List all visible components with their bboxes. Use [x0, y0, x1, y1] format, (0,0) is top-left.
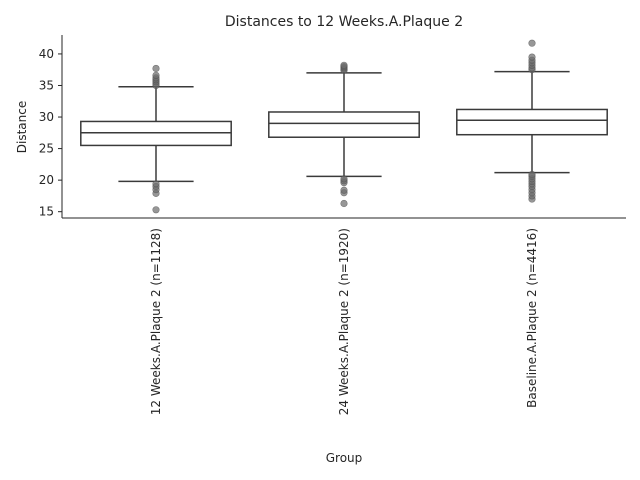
x-axis-label: Group — [326, 451, 363, 465]
iqr-box — [456, 108, 608, 136]
plot-area — [80, 39, 608, 214]
y-tick-label: 15 — [39, 205, 54, 219]
chart-title: Distances to 12 Weeks.A.Plaque 2 — [225, 14, 463, 30]
x-tick-labels: 12 Weeks.A.Plaque 2 (n=1128) 24 Weeks.A.P… — [149, 228, 539, 415]
iqr-box — [268, 111, 420, 138]
x-tick-label: 24 Weeks.A.Plaque 2 (n=1920) — [337, 228, 351, 415]
y-tick-labels: 15 20 25 30 35 40 — [39, 47, 62, 219]
y-tick-label: 25 — [39, 142, 54, 156]
outlier-point — [340, 61, 348, 69]
x-tick-label: 12 Weeks.A.Plaque 2 (n=1128) — [149, 228, 163, 415]
outlier-point — [528, 39, 536, 47]
y-tick-label: 20 — [39, 173, 54, 187]
box-2 — [268, 61, 420, 208]
box-1 — [80, 64, 232, 214]
y-tick-label: 35 — [39, 78, 54, 92]
x-tick-label: Baseline.A.Plaque 2 (n=4416) — [525, 228, 539, 408]
y-tick-label: 40 — [39, 47, 54, 61]
outlier-point — [152, 64, 160, 73]
outlier-point — [152, 206, 160, 214]
outlier-point — [340, 186, 348, 194]
outlier-point — [528, 53, 536, 61]
outlier-point — [528, 170, 536, 179]
y-axis-label: Distance — [15, 101, 29, 153]
outlier-point — [340, 199, 348, 208]
outlier-point — [152, 180, 160, 188]
box-3 — [456, 39, 608, 203]
y-tick-label: 30 — [39, 110, 54, 124]
outlier-point — [152, 71, 160, 79]
outlier-point — [340, 175, 348, 183]
